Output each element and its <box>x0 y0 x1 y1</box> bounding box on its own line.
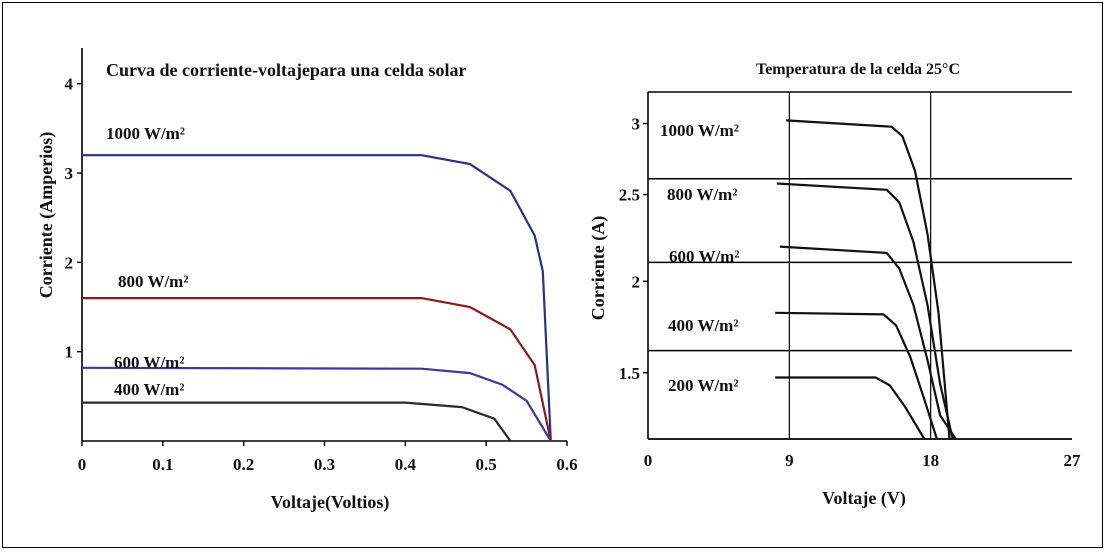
right-x-tick-label: 0 <box>644 451 653 470</box>
left-series-line <box>81 366 552 442</box>
right-series-label: 600 W/m² <box>669 247 739 266</box>
right-chart: Temperatura de la celda 25°C Voltaje (V)… <box>588 61 1081 509</box>
left-series-label: 1000 W/m² <box>106 124 185 143</box>
right-y-tick-label: 2.5 <box>619 186 640 205</box>
right-series-label: 800 W/m² <box>667 185 737 204</box>
left-y-axis-label: Corriente (Amperios) <box>36 132 57 298</box>
left-x-tick-label: 0.3 <box>314 455 335 474</box>
right-chart-title: Temperatura de la celda 25°C <box>756 61 960 78</box>
right-y-tick-label: 3 <box>632 115 641 134</box>
left-x-tick-label: 0 <box>78 455 87 474</box>
right-series-line <box>775 376 926 440</box>
right-x-tick-label: 9 <box>785 451 794 470</box>
left-x-tick-label: 0.6 <box>556 455 577 474</box>
left-x-tick-label: 0.2 <box>233 455 254 474</box>
right-y-axis-label: Corriente (A) <box>588 216 609 320</box>
left-y-tick-label: 3 <box>65 164 74 183</box>
right-series-line <box>786 119 951 440</box>
right-series-line <box>776 182 954 440</box>
left-series-label: 600 W/m² <box>114 353 184 372</box>
left-series-line <box>82 297 552 442</box>
right-x-axis-label: Voltaje (V) <box>822 488 906 509</box>
right-series-label: 200 W/m² <box>668 376 738 395</box>
right-series-line <box>775 311 938 440</box>
right-series-label: 400 W/m² <box>668 316 738 335</box>
left-series-line <box>82 401 512 442</box>
right-series-line <box>779 245 957 440</box>
left-series-line <box>82 154 552 442</box>
left-x-axis-label: Voltaje(Voltios) <box>271 492 390 513</box>
left-series-label: 800 W/m² <box>118 272 188 291</box>
left-series-label: 400 W/m² <box>114 380 184 399</box>
left-x-tick-label: 0.4 <box>395 455 417 474</box>
right-y-tick-label: 2 <box>632 272 641 291</box>
left-x-tick-label: 0.5 <box>476 455 497 474</box>
right-series-label: 1000 W/m² <box>660 121 739 140</box>
left-chart-title: Curva de corriente-voltajepara una celda… <box>106 60 466 80</box>
right-x-tick-label: 27 <box>1064 451 1082 470</box>
left-y-tick-label: 4 <box>65 75 74 94</box>
left-chart: Curva de corriente-voltajepara una celda… <box>36 48 578 513</box>
right-y-tick-label: 1.5 <box>619 364 640 383</box>
left-x-tick-label: 0.1 <box>152 455 173 474</box>
left-y-tick-label: 2 <box>65 253 74 272</box>
right-x-tick-label: 18 <box>922 451 939 470</box>
left-y-tick-label: 1 <box>65 343 74 362</box>
